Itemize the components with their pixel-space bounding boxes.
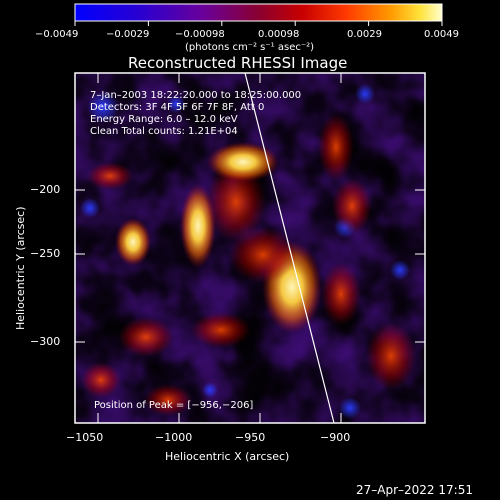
x-axis-label: Heliocentric X (arcsec) <box>165 450 289 463</box>
colorbar-tick-label-3: −0.00098 <box>175 29 225 40</box>
colorbar <box>74 3 443 22</box>
peak-position-text: Position of Peak = [−956,−206] <box>94 400 253 411</box>
clean-counts-text: Clean Total counts: 1.21E+04 <box>90 126 238 137</box>
colorbar-tick-label-4: 0.00098 <box>258 29 299 40</box>
y-tick-label-1: −200 <box>30 183 60 196</box>
footer-timestamp: 27–Apr–2022 17:51 <box>356 483 473 497</box>
y-axis-label: Heliocentric Y (arcsec) <box>14 206 27 330</box>
x-tick-label-3: −950 <box>235 431 265 444</box>
colorbar-tick-label-2: −0.0029 <box>106 29 149 40</box>
x-axis-ticks <box>97 73 342 423</box>
y-axis-ticks <box>75 189 425 343</box>
colorbar-tick-label-6: 0.0049 <box>424 29 459 40</box>
y-tick-label-2: −250 <box>30 247 60 260</box>
detectors-text: Detectors: 3F 4F 5F 6F 7F 8F, Att 0 <box>90 102 264 113</box>
plot-frame <box>74 72 426 424</box>
y-tick-label-3: −300 <box>30 335 60 348</box>
x-tick-label-4: −900 <box>320 431 350 444</box>
rhessi-image <box>74 72 426 424</box>
x-tick-label-2: −1000 <box>155 431 192 444</box>
energy-range-text: Energy Range: 6.0 – 12.0 keV <box>90 114 238 125</box>
colorbar-tick-label-5: 0.0029 <box>347 29 382 40</box>
colorbar-units: (photons cm⁻² s⁻¹ asec⁻²) <box>185 42 314 53</box>
colorbar-ticks <box>74 21 443 26</box>
x-tick-label-1: −1050 <box>66 431 103 444</box>
colorbar-tick-label-1: −0.0049 <box>35 29 78 40</box>
plot-title: Reconstructed RHESSI Image <box>128 54 347 72</box>
limb-line <box>244 72 335 424</box>
image-info: 7–Jan–2003 18:22:20.000 to 18:25:00.000 … <box>90 90 301 411</box>
time-range-text: 7–Jan–2003 18:22:20.000 to 18:25:00.000 <box>90 90 301 101</box>
